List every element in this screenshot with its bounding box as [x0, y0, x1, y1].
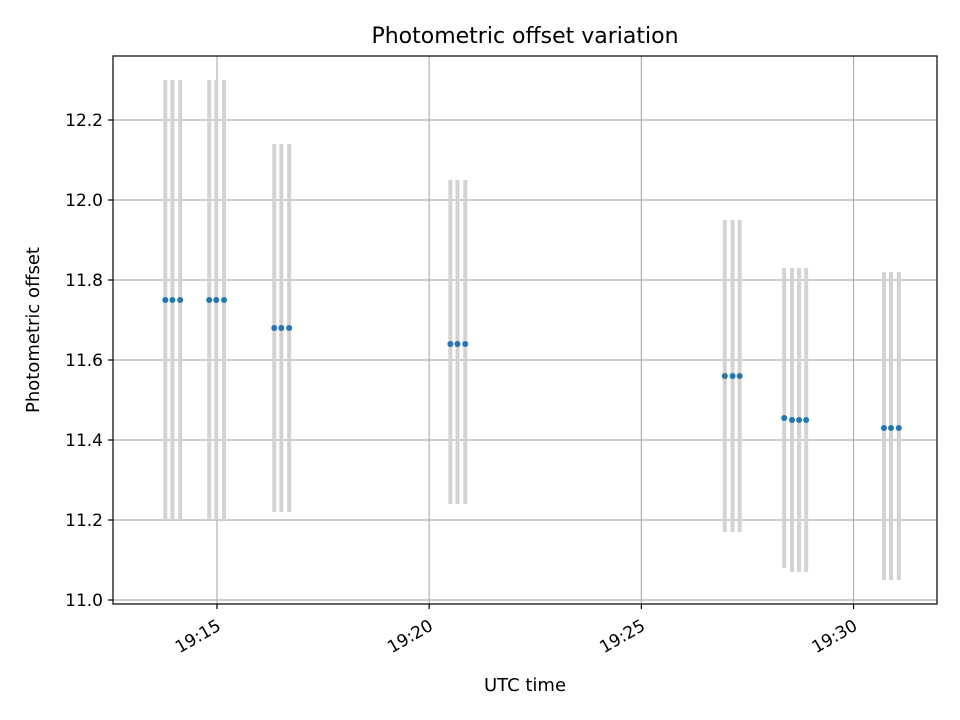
data-point — [221, 297, 228, 303]
y-tick-label: 12.0 — [65, 191, 103, 211]
data-point — [803, 417, 810, 423]
data-point — [206, 297, 213, 303]
data-point — [736, 373, 743, 379]
y-tick-label: 11.4 — [65, 431, 103, 451]
data-point — [177, 297, 184, 303]
data-point — [213, 297, 220, 303]
x-axis-label: UTC time — [484, 675, 566, 696]
data-point — [721, 373, 728, 379]
data-point — [796, 417, 803, 423]
chart-title: Photometric offset variation — [371, 24, 678, 49]
data-point — [781, 415, 788, 421]
data-point — [162, 297, 169, 303]
data-point — [880, 425, 887, 431]
data-point — [789, 417, 796, 423]
y-tick-label: 12.2 — [65, 111, 103, 131]
plot-area-frame — [112, 55, 938, 605]
data-point — [286, 325, 293, 331]
data-point — [447, 341, 454, 347]
y-axis-label: Photometric offset — [23, 247, 44, 413]
data-point — [888, 425, 895, 431]
data-point — [169, 297, 176, 303]
data-point — [462, 341, 469, 347]
data-point — [271, 325, 278, 331]
y-tick-label: 11.6 — [65, 351, 103, 371]
data-point — [454, 341, 461, 347]
data-points — [162, 297, 902, 431]
data-point — [729, 373, 736, 379]
y-tick-label: 11.0 — [65, 591, 103, 611]
data-point — [895, 425, 902, 431]
y-tick-label: 11.8 — [65, 271, 103, 291]
y-tick-label: 11.2 — [65, 511, 103, 531]
data-point — [278, 325, 285, 331]
